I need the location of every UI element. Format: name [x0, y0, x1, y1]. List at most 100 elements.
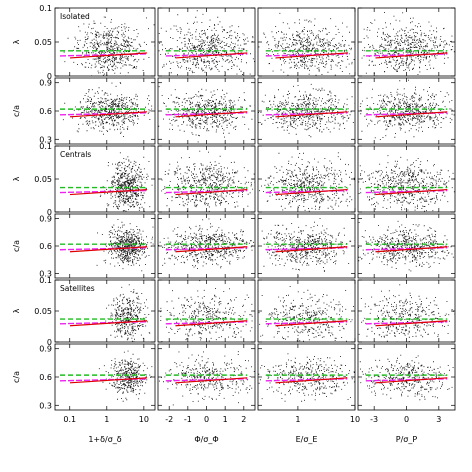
red-trend-line	[175, 111, 248, 118]
red-trend-line	[69, 377, 148, 384]
scatter-dots	[358, 155, 455, 212]
y-tick-label: 0.05	[34, 38, 52, 47]
scatter-points	[62, 82, 153, 137]
panel-r4-c1	[157, 279, 256, 343]
scatter-dots	[261, 218, 355, 277]
y-axis-label: λ	[12, 39, 21, 44]
scatter-dots	[258, 353, 355, 402]
scatter-dots	[359, 354, 454, 401]
scatter-dots	[358, 284, 455, 342]
x-tick-label: 1	[295, 415, 300, 424]
panel-r3-c3	[357, 213, 456, 279]
x-tick-label: 2	[241, 415, 246, 424]
panel-r2-c3	[357, 145, 456, 213]
panel-r3-c0	[54, 213, 156, 279]
panel-r5-c3	[357, 343, 456, 411]
panel-r2-c0	[54, 145, 156, 213]
scatter-dots	[158, 86, 255, 143]
panel-r1-c2	[257, 77, 356, 145]
x-axis-label: 1+δ/σ_δ	[88, 435, 121, 444]
scatter-dots	[158, 10, 255, 76]
scatter-dots	[63, 16, 155, 76]
red-trend-line	[275, 111, 348, 118]
red-trend-line	[275, 246, 348, 253]
scatter-points	[258, 12, 355, 76]
scatter-dots	[258, 83, 355, 138]
red-trend-line	[275, 52, 348, 59]
scatter-points	[158, 10, 255, 76]
y-axis-label: c/a	[12, 105, 21, 117]
x-axis-label: P/σ_P	[396, 435, 418, 444]
scatter-dots	[62, 82, 153, 137]
x-tick-label: 0.1	[63, 415, 76, 424]
red-trend-line	[69, 52, 148, 59]
y-tick-label: 0	[47, 338, 52, 347]
scatter-dots	[96, 219, 154, 272]
scatter-dots	[159, 280, 253, 342]
x-tick-label: 3	[436, 415, 441, 424]
red-trend-line	[69, 111, 148, 118]
red-trend-line	[275, 188, 348, 196]
x-tick-label: 0	[204, 415, 209, 424]
y-tick-label: 0.6	[39, 107, 52, 116]
scatter-points	[63, 16, 155, 76]
x-tick-label: -2	[165, 415, 173, 424]
red-trend-line	[375, 320, 448, 327]
y-tick-label: 0.1	[39, 4, 52, 13]
scatter-points	[159, 280, 253, 342]
y-tick-label: 0	[47, 208, 52, 217]
red-trend-line	[375, 188, 448, 196]
scatter-points	[96, 219, 154, 272]
scatter-points	[258, 83, 355, 138]
y-tick-label: 0	[47, 72, 52, 81]
panel-frame	[157, 77, 256, 145]
red-trend-line	[175, 377, 248, 384]
red-trend-line	[69, 320, 148, 327]
y-axis-label: λ	[12, 176, 21, 181]
scatter-points	[158, 86, 255, 143]
scatter-points	[259, 152, 355, 212]
y-tick-label: 0.1	[39, 142, 52, 151]
panel-r0-c2	[257, 7, 356, 77]
scatter-dots	[258, 12, 355, 76]
y-tick-label: 0.3	[39, 135, 52, 144]
y-tick-label: 0.6	[39, 373, 52, 382]
group-label: Centrals	[60, 150, 91, 159]
scatter-dots	[98, 350, 153, 402]
x-tick-label: 1	[104, 415, 109, 424]
y-axis-label: c/a	[12, 371, 21, 383]
panel-r0-c1	[157, 7, 256, 77]
panel-r4-c0	[54, 279, 156, 343]
panel-r1-c3	[357, 77, 456, 145]
scatter-points	[358, 220, 455, 272]
x-tick-label: 10	[139, 415, 149, 424]
panel-frame	[54, 343, 156, 411]
panel-r4-c3	[357, 279, 456, 343]
y-axis-label: λ	[12, 308, 21, 313]
panel-r2-c2	[257, 145, 356, 213]
panel-frame	[157, 145, 256, 213]
y-axis-label: c/a	[12, 240, 21, 252]
x-tick-label: 1	[223, 415, 228, 424]
scatter-dots	[361, 12, 455, 76]
scatter-dots	[358, 220, 455, 272]
red-trend-line	[275, 377, 348, 384]
panel-r2-c1	[157, 145, 256, 213]
panel-r3-c2	[257, 213, 356, 279]
y-tick-label: 0.05	[34, 307, 52, 316]
panel-r1-c1	[157, 77, 256, 145]
panel-r4-c2	[257, 279, 356, 343]
scatter-dots	[259, 152, 355, 212]
red-trend-line	[175, 246, 248, 253]
red-trend-line	[69, 188, 148, 196]
panel-frame	[157, 343, 256, 411]
scatter-dots	[105, 284, 151, 342]
red-trend-line	[375, 377, 448, 384]
red-trend-line	[69, 246, 148, 253]
scatter-dots	[161, 150, 255, 212]
scatter-points	[98, 350, 153, 402]
panel-r0-c3	[357, 7, 456, 77]
x-axis-label: E/σ_E	[296, 435, 318, 444]
y-tick-label: 0.6	[39, 242, 52, 251]
scatter-points	[105, 284, 151, 342]
